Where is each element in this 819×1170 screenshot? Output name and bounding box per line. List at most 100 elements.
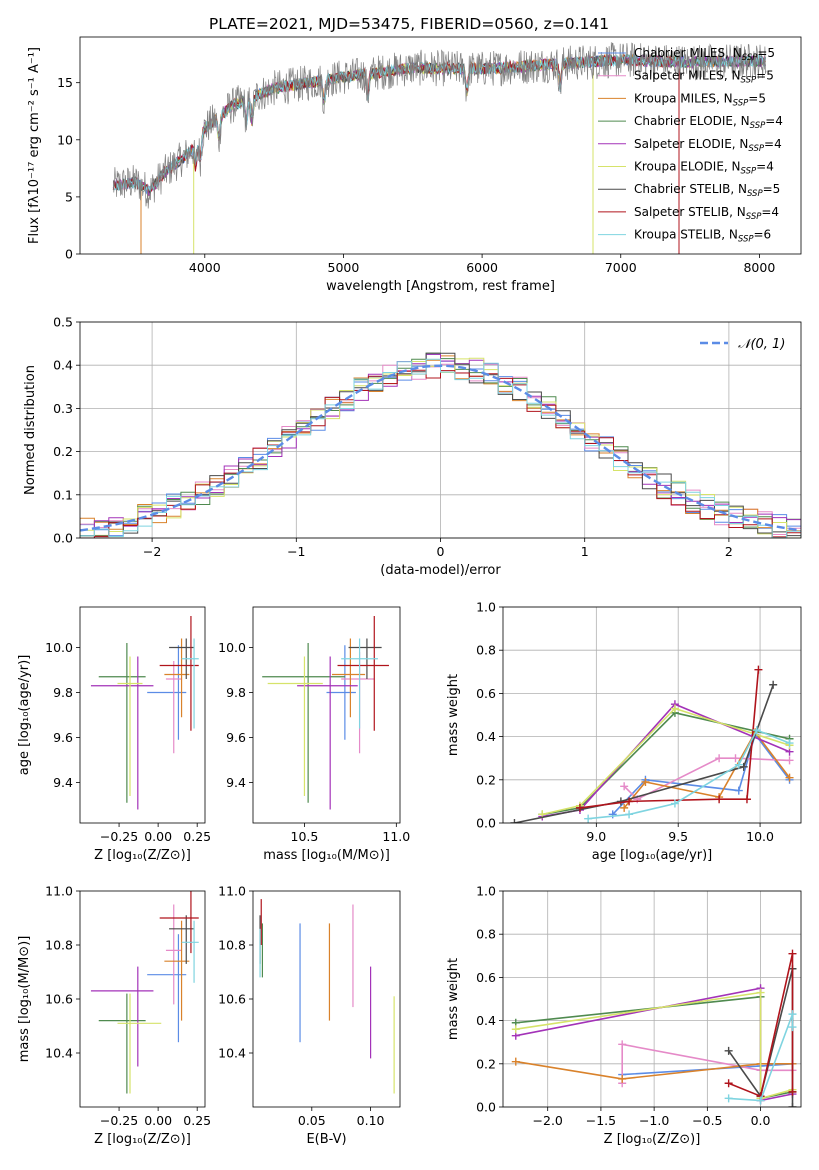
weight-series [620,754,794,804]
x-axis-label: Z [log₁₀(Z/Z⊙)] [94,848,191,863]
axes-frame [252,890,401,1108]
x-axis-label: E(B-V) [306,1132,346,1147]
weight-line [623,730,791,809]
x-tick-label: 9.0 [586,829,606,844]
weight-series [724,1010,797,1105]
y-tick-label: 1.0 [476,884,496,899]
legend-label: Chabrier STELIB, NSSP=5 [634,182,780,199]
y-tick-label: 10 [57,132,73,147]
y-tick-label: 0.8 [476,643,496,658]
weight-marker [724,1094,733,1103]
x-tick-label: 5000 [328,260,360,275]
weight-marker [715,754,724,763]
observed-spectrum-line [112,42,767,209]
x-tick-label: 9.5 [668,829,688,844]
weight-marker [788,1087,797,1096]
chart-mass_vs_Z: −0.25 0.00 0.25 10.4 10.6 10.8 11.0 Z [log₁₀(Z/… [17,884,211,1148]
error-bar-point [165,661,182,754]
x-tick-label: 0.00 [144,1113,172,1128]
x-tick-label: −0.25 [100,1113,138,1128]
weight-series [538,708,794,819]
y-tick-label: 1.0 [476,600,496,615]
chart-spectrum: 4000 5000 6000 7000 8000 0 5 10 15 wavelength [An… [27,36,802,294]
x-axis-label: (data-model)/error [380,563,501,578]
weight-marker [731,754,740,763]
weight-marker [734,786,743,795]
x-tick-label: −2.0 [533,1113,563,1128]
x-axis-label: Z [log₁₀(Z/Z⊙)] [604,1132,701,1147]
y-tick-label: 10.4 [45,1046,73,1061]
y-tick-label: 0.6 [476,970,496,985]
weight-marker [785,773,794,782]
error-bar-point [181,638,199,729]
weight-marker [788,949,797,958]
y-tick-label: 9.4 [226,775,246,790]
weight-marker [754,665,763,674]
error-bar-point [169,915,195,964]
legend-label: Kroupa MILES, NSSP=5 [634,91,766,108]
error-bar-point [181,920,199,983]
error-bar-point [117,993,162,1094]
x-axis-label: Z [log₁₀(Z/Z⊙)] [94,1132,191,1147]
legend-label: Chabrier MILES, NSSP=5 [634,46,775,63]
weight-marker [641,777,650,786]
x-tick-label: 0.00 [144,829,172,844]
weight-marker [734,760,743,769]
y-tick-label: 10.6 [45,992,73,1007]
y-tick-label: 0 [65,247,73,262]
y-tick-label: 11.0 [218,884,246,899]
y-tick-label: 0.8 [476,927,496,942]
x-tick-label: −1.0 [639,1113,669,1128]
plot-area [511,949,797,1107]
legend-label: Kroupa STELIB, NSSP=6 [634,228,771,245]
error-bar-point [337,616,389,731]
y-tick-label: 9.4 [53,775,73,790]
y-tick-label: 0.4 [476,729,496,744]
y-tick-label: 10.6 [218,992,246,1007]
weight-marker [510,819,519,823]
weight-line [542,711,790,816]
weight-marker [584,814,593,823]
residual-legend: 𝒩(0, 1) [700,337,785,352]
spectrum-legend: Chabrier MILES, NSSP=5 Salpeter MILES, NS… [598,46,783,245]
legend-label: Salpeter STELIB, NSSP=4 [634,205,779,222]
y-tick-label: 0.2 [53,444,73,459]
weight-marker [756,1096,765,1105]
y-tick-label: 9.6 [226,730,246,745]
y-tick-label: 10.8 [218,938,246,953]
x-tick-label: 0.25 [183,1113,211,1128]
y-tick-label: 15 [57,75,73,90]
error-bar-point [341,638,378,729]
legend-label: Salpeter ELODIE, NSSP=4 [634,137,782,154]
y-axis-label: Flux [fλ10⁻¹⁷ erg cm⁻² s⁻¹ A⁻¹] [27,47,42,244]
chart-title: PLATE=2021, MJD=53475, FIBERID=0560, z=0… [209,15,609,33]
weight-line [728,1013,794,1102]
error-bar-point [147,934,187,1043]
error-bar-point [165,904,182,1005]
weight-marker [625,797,634,806]
x-axis-label: wavelength [Angstrom, rest frame] [326,279,555,294]
y-tick-label: 9.6 [53,730,73,745]
x-tick-label: 2 [725,544,733,559]
y-tick-label: 9.8 [226,685,246,700]
error-bar-point [267,656,323,796]
weight-series [510,680,778,823]
x-axis-label: age [log₁₀(age/yr)] [592,848,713,863]
y-tick-label: 0.0 [476,816,496,831]
x-tick-label: −0.25 [100,829,138,844]
y-tick-label: 0.1 [53,487,73,502]
weight-marker [788,1103,797,1107]
weight-marker [724,1046,733,1055]
y-axis-label: mass [log₁₀(M/M⊙)] [17,936,32,1063]
normal-curve [80,364,801,532]
weight-marker [625,810,634,819]
y-axis-label: mass weight [446,958,461,1040]
weight-marker [769,680,778,689]
y-tick-label: 0.2 [476,1056,496,1071]
x-tick-label: 0 [437,544,445,559]
weight-marker [724,1079,733,1088]
axes-frame [252,606,401,824]
legend-label: Salpeter MILES, NSSP=5 [634,69,774,86]
legend-label: 𝒩(0, 1) [738,337,785,352]
axes-frame [502,606,802,824]
